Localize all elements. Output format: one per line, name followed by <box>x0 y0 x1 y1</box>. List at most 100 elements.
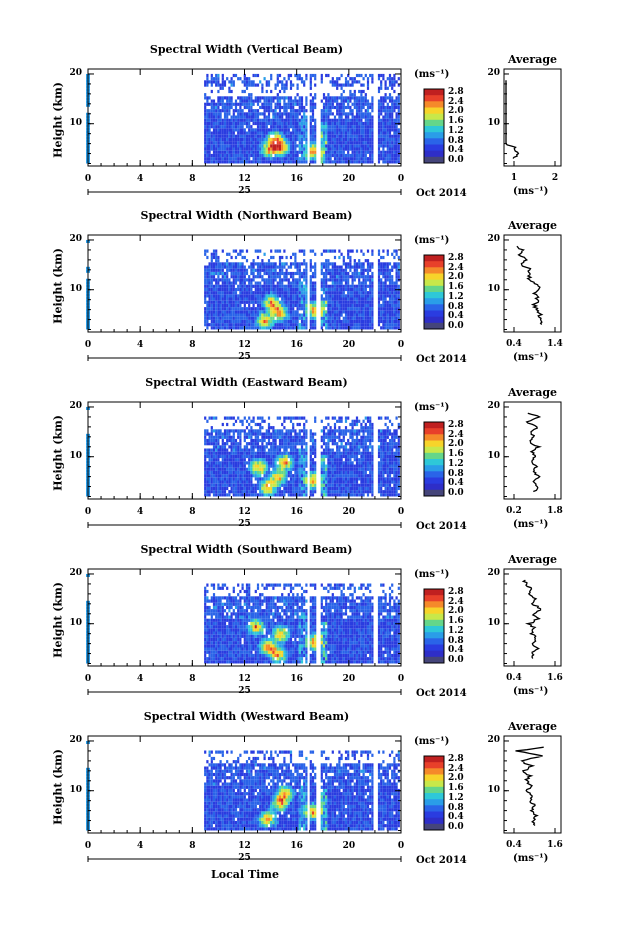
heatmap-cell <box>371 77 374 81</box>
heatmap-cell <box>366 294 370 298</box>
heatmap-cell <box>349 157 352 161</box>
heatmap-cell <box>228 316 231 320</box>
heatmap-cell <box>278 255 282 260</box>
heatmap-cell <box>259 284 262 288</box>
heatmap-cell <box>212 137 216 142</box>
heatmap-cell <box>226 147 229 151</box>
heatmap-cell <box>254 445 257 449</box>
heatmap-cell <box>252 490 255 494</box>
heatmap-cell <box>377 157 381 161</box>
heatmap-cell <box>230 157 233 161</box>
heatmap-cell <box>327 128 330 132</box>
heatmap-cell <box>217 323 220 327</box>
heatmap-cell <box>371 131 374 135</box>
heatmap-cell <box>237 144 240 148</box>
heatmap-cell <box>377 307 381 311</box>
heatmap-cell <box>267 442 271 446</box>
heatmap-cell <box>215 150 218 154</box>
heatmap-cell <box>285 105 288 110</box>
colorbar-swatch <box>424 292 444 299</box>
heatmap-cell <box>210 134 213 138</box>
heatmap-cell <box>349 109 352 113</box>
heatmap-cell <box>294 281 297 285</box>
heatmap-cell <box>287 480 290 484</box>
heatmap-cell <box>294 303 297 308</box>
heatmap-cell <box>327 432 330 436</box>
heatmap-cell <box>380 297 383 301</box>
heatmap-cell <box>331 303 334 308</box>
heatmap-cell <box>327 451 330 455</box>
heatmap-cell <box>208 275 211 279</box>
heatmap-cell <box>336 125 339 129</box>
heatmap-cell <box>281 464 284 468</box>
heatmap-cell <box>230 125 233 129</box>
heatmap-cell <box>349 310 352 314</box>
heatmap-cell <box>355 284 359 288</box>
heatmap-cell <box>309 291 312 295</box>
heatmap-cell <box>212 477 216 481</box>
heatmap-cell <box>300 153 304 158</box>
heatmap-cell <box>232 271 235 276</box>
heatmap-cell <box>344 134 348 138</box>
heatmap-cell <box>267 137 271 142</box>
heatmap-cell <box>377 109 381 113</box>
heatmap-cell <box>340 134 343 138</box>
heatmap-cell <box>234 125 238 129</box>
heatmap-cell <box>314 454 317 459</box>
heatmap-cell <box>303 83 306 87</box>
heatmap-cell <box>243 265 246 269</box>
heatmap-cell <box>329 300 332 304</box>
heatmap-cell <box>362 323 365 327</box>
heatmap-cell <box>303 278 306 282</box>
heatmap-cell <box>377 144 381 148</box>
heatmap-cell <box>248 458 251 462</box>
heatmap-cell <box>248 128 251 132</box>
heatmap-cell <box>292 121 295 126</box>
heatmap-cell <box>267 448 271 452</box>
heatmap-cell <box>296 77 299 81</box>
heatmap-cell <box>349 287 352 292</box>
heatmap-cell <box>270 461 273 465</box>
heatmap-cell <box>206 480 209 484</box>
heatmap-cell <box>281 157 284 161</box>
heatmap-cell <box>298 307 301 311</box>
heatmap-cell <box>230 271 233 276</box>
heatmap-cell <box>362 287 365 292</box>
heatmap-cell <box>309 86 312 90</box>
heatmap-cell <box>270 297 273 301</box>
heatmap-cell <box>292 134 295 138</box>
heatmap-cell <box>256 438 260 443</box>
heatmap-cell <box>393 291 396 295</box>
heatmap-cell <box>314 275 317 279</box>
heatmap-cell <box>362 137 365 142</box>
heatmap-cell <box>369 131 372 135</box>
heatmap-cell <box>325 249 328 253</box>
heatmap-cell <box>386 134 389 138</box>
heatmap-cell <box>340 109 343 113</box>
heatmap-cell <box>239 294 242 298</box>
heatmap-cell <box>259 281 262 285</box>
heatmap-cell <box>281 442 284 446</box>
heatmap-cell <box>384 144 387 148</box>
heatmap-cell <box>223 134 227 138</box>
heatmap-cell <box>243 416 246 420</box>
heatmap-cell <box>239 291 242 295</box>
heatmap-cell <box>311 73 315 78</box>
heatmap-cell <box>219 131 222 135</box>
heatmap-cell <box>298 458 301 462</box>
heatmap-cell <box>303 80 306 84</box>
heatmap-cell <box>289 319 293 324</box>
heatmap-cell <box>303 464 306 468</box>
heatmap-cell <box>263 147 266 151</box>
heatmap-cell <box>355 316 359 320</box>
heatmap-cell <box>276 493 279 497</box>
heatmap-cell <box>320 287 323 292</box>
heatmap-cell <box>314 284 317 288</box>
heatmap-cell <box>349 284 352 288</box>
heatmap-cell <box>239 300 242 304</box>
heatmap-cell <box>325 121 328 126</box>
heatmap-cell <box>204 486 207 491</box>
heatmap-cell <box>278 131 282 135</box>
heatmap-cell <box>248 99 251 103</box>
heatmap-cell <box>263 157 266 161</box>
